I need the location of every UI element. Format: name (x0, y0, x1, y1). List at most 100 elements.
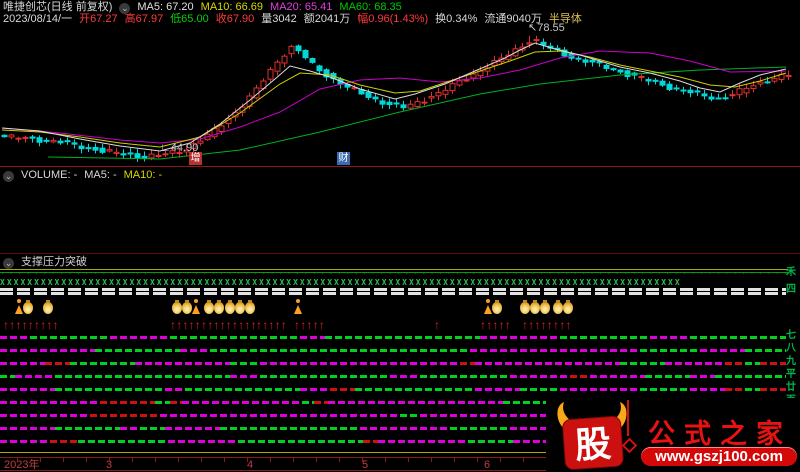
up-arrow-icon: ↑ (498, 318, 505, 332)
low-price-callout: ∟44.90 (160, 142, 199, 154)
dash-segment (560, 388, 640, 391)
dash-segment (55, 388, 165, 391)
candlestick-chart[interactable] (0, 25, 800, 166)
chart-header: 唯捷创芯(日线 前复权) ⌄ MA5: 67.20 MA10: 66.69 MA20: … (3, 1, 416, 14)
corner-pointer-icon: ∟ (160, 142, 171, 154)
dash-segment (520, 388, 560, 391)
dash-row (0, 336, 800, 339)
dash-segment (0, 336, 30, 339)
volume-label: MA10: - (123, 169, 163, 181)
axis-tick (201, 458, 202, 462)
quote-field: 半导体 (548, 13, 582, 25)
chevron-down-icon[interactable]: ⌄ (3, 171, 14, 182)
axis-tick (63, 458, 64, 462)
dash-segment (325, 336, 480, 339)
stock-title: 唯捷创芯(日线 前复权) (3, 1, 113, 13)
dash-segment (690, 336, 786, 339)
ma-label: MA10: 66.69 (200, 1, 264, 13)
dash-segment (300, 388, 330, 391)
chevron-down-icon[interactable]: ⌄ (119, 3, 131, 14)
dash-segment (170, 336, 300, 339)
axis-tick (500, 458, 501, 462)
indicator-green-line (0, 272, 788, 273)
up-arrow-icon: ↑ (188, 318, 195, 332)
volume-labels: VOLUME: - MA5: - MA10: - (21, 169, 169, 181)
dash-segment (168, 440, 238, 443)
ma60-line (47, 66, 787, 160)
dash-segment (30, 336, 110, 339)
dash-segment (0, 349, 95, 352)
volume-label: MA5: - (84, 169, 117, 181)
axis-tick (155, 458, 156, 462)
brand-name: 公式之家 (648, 419, 792, 449)
up-arrow-icon: ↑ (504, 318, 511, 332)
dash-segment (78, 440, 168, 443)
dash-segment (328, 401, 503, 404)
up-arrow-icon: ↑ (553, 318, 559, 332)
dash-segment (420, 414, 600, 417)
dash-segment (510, 375, 570, 378)
chevron-down-icon[interactable]: ⌄ (3, 258, 14, 269)
dash-segment (690, 388, 725, 391)
money-bag-icon (43, 300, 53, 314)
dash-segment (15, 375, 55, 378)
quote-field: 低65.00 (170, 13, 209, 25)
up-arrow-icon: ↑ (27, 318, 34, 332)
up-arrow-icon: ↑ (238, 318, 245, 332)
axis-tick (109, 458, 110, 462)
up-arrow-icon: ↑ (213, 318, 220, 332)
dash-segment (745, 388, 760, 391)
up-arrow-icon: ↑ (3, 318, 9, 332)
dash-segment (725, 362, 745, 365)
up-arrow-icon: ↑ (21, 318, 28, 332)
axis-tick (454, 458, 455, 462)
dash-segment (475, 388, 520, 391)
watermark-logo: 股 公式之家 www.gszj100.com (546, 398, 800, 472)
dash-segment (0, 414, 90, 417)
axis-tick (17, 458, 18, 462)
dash-segment (160, 414, 400, 417)
dash-segment (715, 375, 786, 378)
ma5-line (1, 42, 787, 152)
up-arrow-icon: ↑ (262, 318, 269, 332)
quote-info-row: 2023/08/14/一 开67.27 高67.97 低65.00 收67.90 量304… (3, 13, 589, 25)
up-arrow-icon: ↑ (268, 318, 275, 332)
dash-row (0, 388, 800, 391)
dash-segment (185, 388, 300, 391)
money-bag-icon (553, 300, 563, 314)
dash-segment (420, 375, 510, 378)
quote-field: 开67.27 (79, 13, 118, 25)
svg-text:股: 股 (574, 423, 613, 466)
dash-segment (260, 375, 390, 378)
dash-segment (700, 349, 745, 352)
person-icon (484, 299, 492, 314)
dash-segment (0, 375, 15, 378)
quote-field: 量3042 (261, 13, 297, 25)
dash-segment (665, 362, 725, 365)
dash-segment (470, 349, 640, 352)
candlestick-layer (1, 35, 792, 162)
up-arrow-icon: ↑ (15, 318, 22, 332)
ma20-line (1, 50, 787, 144)
dash-segment (314, 401, 328, 404)
up-arrow-icon: ↑ (46, 318, 53, 332)
dash-segment (460, 362, 475, 365)
website-url[interactable]: www.gszj100.com (641, 447, 797, 466)
indicator-panel-header: ⌄ 支撑压力突破 (3, 256, 94, 269)
dash-segment (238, 440, 363, 443)
arrow-nw-pointer-icon: ↖ (528, 22, 538, 34)
dash-segment (760, 388, 786, 391)
dash-segment (0, 362, 45, 365)
up-arrow-icon: ↑ (9, 318, 16, 332)
axis-tick (224, 458, 225, 462)
white-dash-row (0, 288, 786, 295)
dash-segment (135, 362, 230, 365)
up-arrow-icon: ↑ (232, 318, 238, 332)
dash-segment (220, 427, 360, 430)
axis-tick (431, 458, 432, 462)
dash-segment (725, 388, 745, 391)
up-arrow-icon: ↑ (280, 318, 287, 332)
dash-segment (260, 362, 460, 365)
up-arrow-icon: ↑ (534, 318, 541, 332)
